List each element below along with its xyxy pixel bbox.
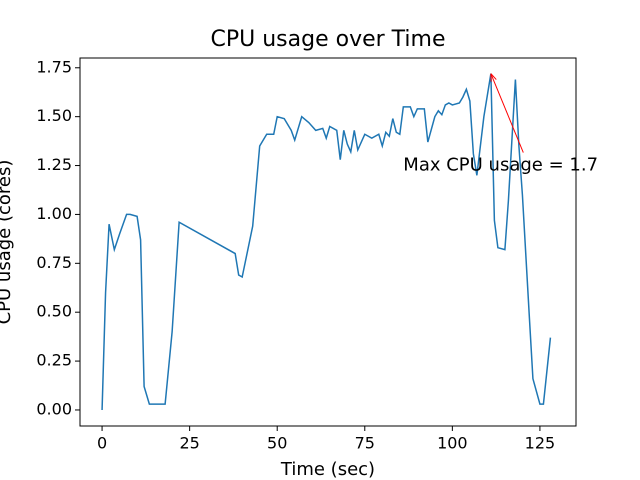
y-tick-label: 1.00 xyxy=(36,204,72,223)
x-tick-label: 0 xyxy=(97,434,107,453)
x-tick-label: 25 xyxy=(179,434,199,453)
y-tick-label: 1.75 xyxy=(36,57,72,76)
y-tick-label: 1.25 xyxy=(36,155,72,174)
y-axis-label: CPU usage (cores) xyxy=(0,160,15,325)
chart-title: CPU usage over Time xyxy=(211,27,446,52)
y-tick-label: 1.50 xyxy=(36,106,72,125)
x-tick-label: 100 xyxy=(437,434,468,453)
y-tick-label: 0.75 xyxy=(36,253,72,272)
annotation-text: Max CPU usage = 1.7 xyxy=(403,155,598,176)
line xyxy=(101,73,552,410)
annotation-arrowhead xyxy=(490,73,497,82)
x-axis-label: Time (sec) xyxy=(280,459,375,480)
x-tick-label: 125 xyxy=(525,434,556,453)
x-tick-label: 50 xyxy=(267,434,287,453)
annotation-arrow xyxy=(490,73,524,153)
y-tick-label: 0.25 xyxy=(36,351,72,370)
x-tick-label: 75 xyxy=(355,434,375,453)
plot-frame xyxy=(79,57,577,427)
y-tick-label: 0.00 xyxy=(36,399,72,418)
y-tick-label: 0.50 xyxy=(36,302,72,321)
